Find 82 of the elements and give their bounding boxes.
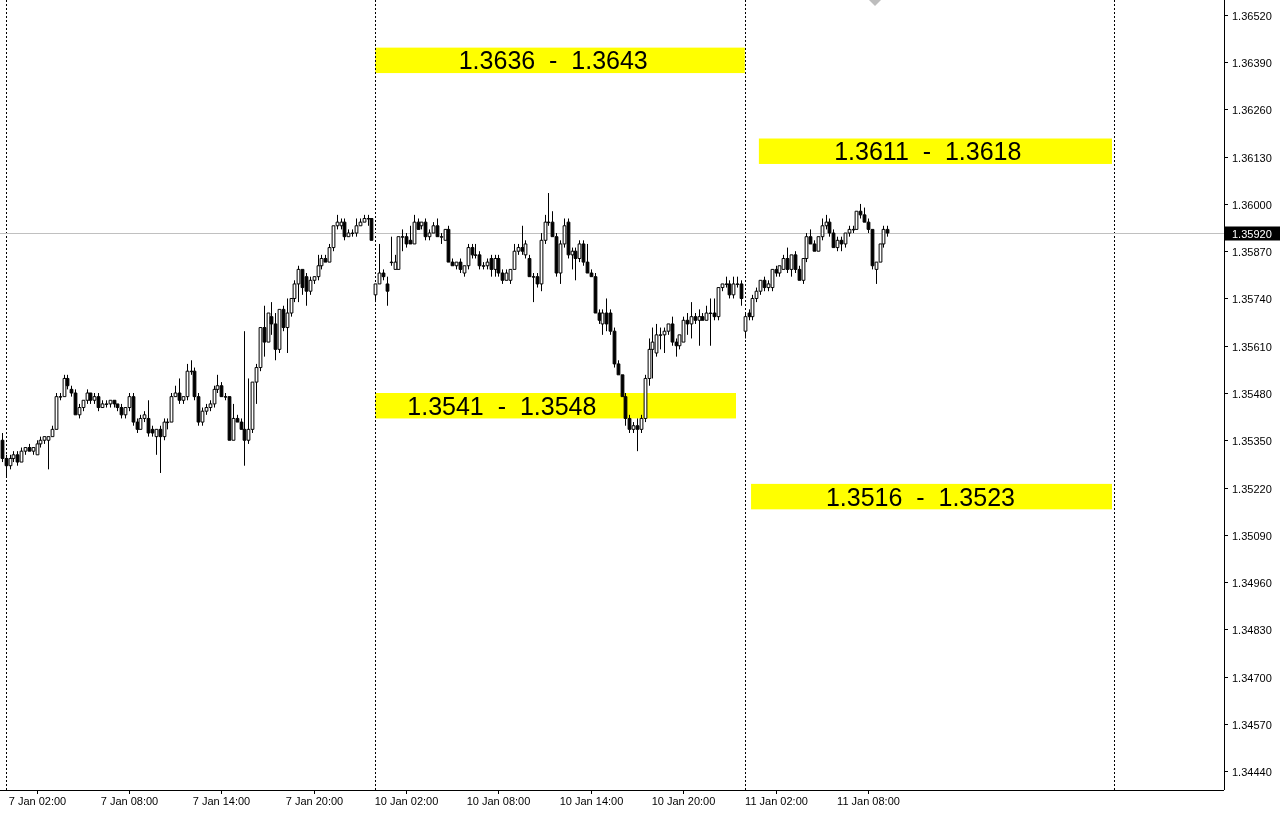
x-tick-label: 7 Jan 14:00 [192,795,251,807]
candlestick [316,254,321,281]
candlestick [96,392,101,412]
band-label: 1.3541 - 1.3548 [407,391,597,420]
candlestick [112,399,117,409]
candlestick [489,254,494,278]
band-label: 1.3516 - 1.3523 [825,482,1015,511]
candlestick [635,417,640,452]
x-tick-label: 7 Jan 08:00 [100,795,159,807]
x-tick-label: 7 Jan 20:00 [285,795,344,807]
candlestick [227,396,232,441]
candlestick [731,276,736,299]
y-tick-label: 1.35870 [1232,245,1272,258]
x-tick-label: 10 Jan 20:00 [651,795,716,807]
x-tick-label: 11 Jan 02:00 [745,795,808,807]
x-tick-label: 10 Jan 08:00 [466,795,531,807]
candlestick [493,254,498,278]
candlestick [104,399,109,409]
y-tick-label: 1.36130 [1232,151,1272,164]
y-tick-label: 1.36520 [1232,9,1272,22]
y-tick-label: 1.35090 [1232,529,1272,542]
y-tick-label: 1.36390 [1232,56,1272,69]
candlestick [88,392,93,405]
candlestick [385,276,390,307]
candlestick [285,297,290,354]
candlestick [177,377,182,405]
ref-line-label: 1.35920 [1232,227,1272,240]
candlestick [585,243,590,274]
candlestick [708,297,713,347]
candlestick [697,308,702,347]
candlestick [185,363,190,401]
y-tick-label: 1.36000 [1232,198,1272,211]
x-tick-label: 10 Jan 14:00 [559,795,624,807]
x-tick-label: 10 Jan 02:00 [374,795,439,807]
y-tick-label: 1.35350 [1232,434,1272,447]
candlestick [458,257,463,274]
candlestick [454,261,459,270]
candlestick [716,287,721,321]
candlestick [354,218,359,238]
candlestick [423,218,428,241]
y-tick-label: 1.34440 [1232,765,1272,778]
candlestick [839,236,844,252]
x-tick-label: 7 Jan 02:00 [8,795,67,807]
y-tick-label: 1.35220 [1232,482,1272,495]
candlestick [35,439,40,456]
y-tick-label: 1.34570 [1232,718,1272,731]
y-tick-label: 1.35610 [1232,340,1272,353]
candlestick [242,330,247,467]
candlestick [62,374,67,398]
candlestick [15,450,20,467]
candlestick [762,276,767,292]
candlestick [504,268,509,281]
y-tick-label: 1.35480 [1232,387,1272,400]
candlestick [146,399,151,438]
candlestick [689,301,694,339]
candlestick [342,218,347,241]
candlestick [108,399,113,409]
x-tick-label: 11 Jan 08:00 [837,795,900,807]
candlestick [138,414,143,430]
candlestick [296,265,301,303]
candlestick [727,279,732,299]
candlestick [412,214,417,245]
candlestick [19,447,24,463]
band-label: 1.3611 - 1.3618 [834,137,1022,166]
candlestick [119,403,124,419]
candlestick [662,327,667,354]
candlestick [785,247,790,274]
candlestick [604,297,609,332]
candlestick [770,268,775,292]
candlestick [73,388,78,416]
candlestick [304,272,309,307]
candlestick [27,443,32,452]
y-tick-label: 1.34700 [1232,671,1272,684]
y-tick-label: 1.35740 [1232,292,1272,305]
candlestick [446,225,451,263]
band-label: 1.3636 - 1.3643 [458,46,648,75]
candlestick [389,236,394,267]
candlestick [362,214,367,223]
y-tick-label: 1.34830 [1232,623,1272,636]
y-tick-label: 1.34960 [1232,576,1272,589]
y-tick-label: 1.36260 [1232,103,1272,116]
candlestick [520,225,525,256]
